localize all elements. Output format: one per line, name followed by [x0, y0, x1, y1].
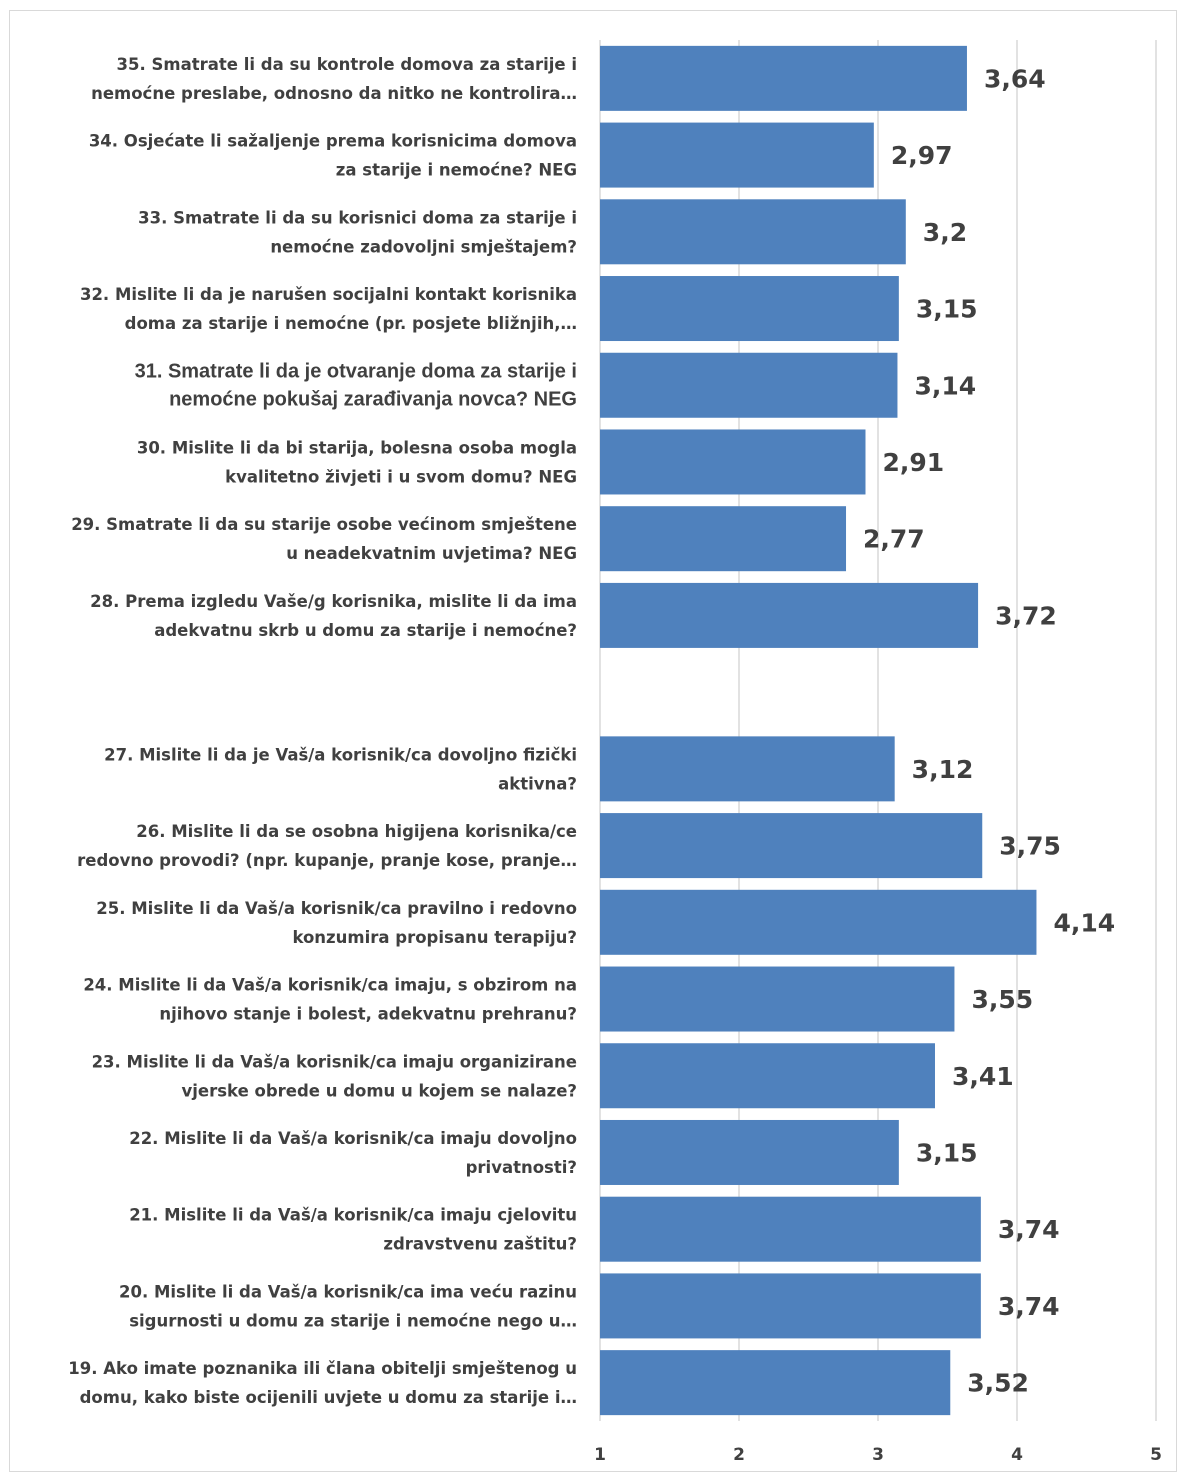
category-label: 29. Smatrate li da su starije osobe veći… — [71, 515, 577, 534]
category-label: 19. Ako imate poznanika ili člana obitel… — [68, 1359, 577, 1378]
bar — [600, 352, 898, 418]
data-label: 3,15 — [916, 295, 978, 324]
category-label: 35. Smatrate li da su kontrole domova za… — [117, 55, 577, 74]
category-label: konzumira propisanu terapiju? — [292, 928, 577, 947]
category-label: vjerske obrede u domu u kojem se nalaze? — [181, 1081, 577, 1100]
bar — [600, 429, 866, 495]
bar — [600, 1043, 935, 1109]
bar — [600, 736, 895, 802]
category-label: 24. Mislite li da Vaš/a korisnik/ca imaj… — [83, 976, 577, 995]
category-label: aktivna? — [498, 774, 577, 793]
bar — [600, 122, 874, 188]
gridlines — [599, 40, 1157, 1421]
chart-frame — [9, 10, 1177, 1472]
data-label: 3,75 — [999, 832, 1061, 861]
category-label: 22. Mislite li da Vaš/a korisnik/ca imaj… — [129, 1129, 577, 1148]
bar — [600, 1350, 951, 1416]
category-label: nemoćne preslabe, odnosno da nitko ne ko… — [91, 84, 577, 103]
category-label: 34. Osjećate li sažaljenje prema korisni… — [89, 132, 577, 151]
category-label: 31. Smatrate li da je otvaranje doma za … — [135, 360, 577, 382]
category-label: doma za starije i nemoćne (pr. posjete b… — [125, 314, 577, 333]
category-label: nemoćne pokušaj zarađivanja novca? NEG — [169, 388, 577, 410]
data-label: 3,55 — [971, 985, 1033, 1014]
category-label: domu, kako biste ocijenili uvjete u domu… — [80, 1388, 577, 1407]
category-label: 21. Mislite li da Vaš/a korisnik/ca imaj… — [129, 1206, 577, 1225]
data-label: 3,41 — [952, 1062, 1014, 1091]
category-label: 20. Mislite li da Vaš/a korisnik/ca ima … — [119, 1282, 577, 1301]
category-label: njihovo stanje i bolest, adekvatnu prehr… — [159, 1005, 577, 1024]
bar — [600, 276, 899, 342]
data-label: 3,52 — [967, 1369, 1029, 1398]
category-label: 32. Mislite li da je narušen socijalni k… — [80, 285, 577, 304]
category-label: 33. Smatrate li da su korisnici doma za … — [138, 208, 577, 227]
data-label: 3,72 — [995, 601, 1057, 630]
category-labels: 35. Smatrate li da su kontrole domova za… — [68, 55, 577, 1407]
category-label: 26. Mislite li da se osobna higijena kor… — [136, 822, 577, 841]
x-tick-label: 2 — [733, 1445, 745, 1465]
category-label: redovno provodi? (npr. kupanje, pranje k… — [77, 851, 577, 870]
x-tick-label: 3 — [872, 1445, 884, 1465]
category-label: u neadekvatnim uvjetima? NEG — [286, 544, 577, 563]
x-tick-label: 4 — [1011, 1445, 1023, 1465]
data-label: 3,74 — [998, 1215, 1060, 1244]
bar — [600, 1196, 981, 1262]
category-label: 30. Mislite li da bi starija, bolesna os… — [137, 438, 577, 457]
x-tick-label: 5 — [1150, 1445, 1162, 1465]
category-label: privatnosti? — [466, 1158, 577, 1177]
data-label: 4,14 — [1053, 908, 1115, 937]
category-label: 25. Mislite li da Vaš/a korisnik/ca prav… — [96, 899, 577, 918]
category-label: 27. Mislite li da je Vaš/a korisnik/ca d… — [104, 745, 577, 764]
data-label: 3,2 — [923, 218, 967, 247]
category-label: 23. Mislite li da Vaš/a korisnik/ca imaj… — [92, 1052, 577, 1071]
data-labels: 3,64 2,97 3,2 3,15 3,14 2,91 2,77 3,72 3,12 3,75 4… — [863, 64, 1115, 1397]
category-label: zdravstvenu zaštitu? — [383, 1235, 577, 1254]
bar — [600, 199, 906, 265]
data-label: 3,64 — [984, 64, 1046, 93]
bars — [600, 45, 1037, 1416]
bar — [600, 506, 847, 572]
x-axis-ticks: 1 2 3 4 5 — [594, 1445, 1162, 1465]
bar — [600, 1119, 899, 1185]
category-label: nemoćne zadovoljni smještajem? — [270, 237, 577, 256]
category-label: sigurnosti u domu za starije i nemoćne n… — [129, 1311, 577, 1330]
data-label: 2,97 — [891, 141, 953, 170]
bar — [600, 889, 1037, 955]
data-label: 3,74 — [998, 1292, 1060, 1321]
bar — [600, 1273, 981, 1339]
data-label: 2,77 — [863, 525, 925, 554]
x-tick-label: 1 — [594, 1445, 606, 1465]
data-label: 3,15 — [916, 1138, 978, 1167]
bar — [600, 966, 955, 1032]
data-label: 3,12 — [912, 755, 974, 784]
bar — [600, 813, 983, 879]
category-label: kvalitetno živjeti i u svom domu? NEG — [225, 467, 577, 486]
category-label: za starije i nemoćne? NEG — [336, 161, 577, 180]
bar — [600, 582, 979, 648]
data-label: 3,14 — [914, 371, 976, 400]
data-label: 2,91 — [882, 448, 944, 477]
bar — [600, 45, 967, 111]
category-label: 28. Prema izgledu Vaše/g korisnika, misl… — [90, 592, 577, 611]
category-label: adekvatnu skrb u domu za starije i nemoć… — [154, 621, 577, 640]
